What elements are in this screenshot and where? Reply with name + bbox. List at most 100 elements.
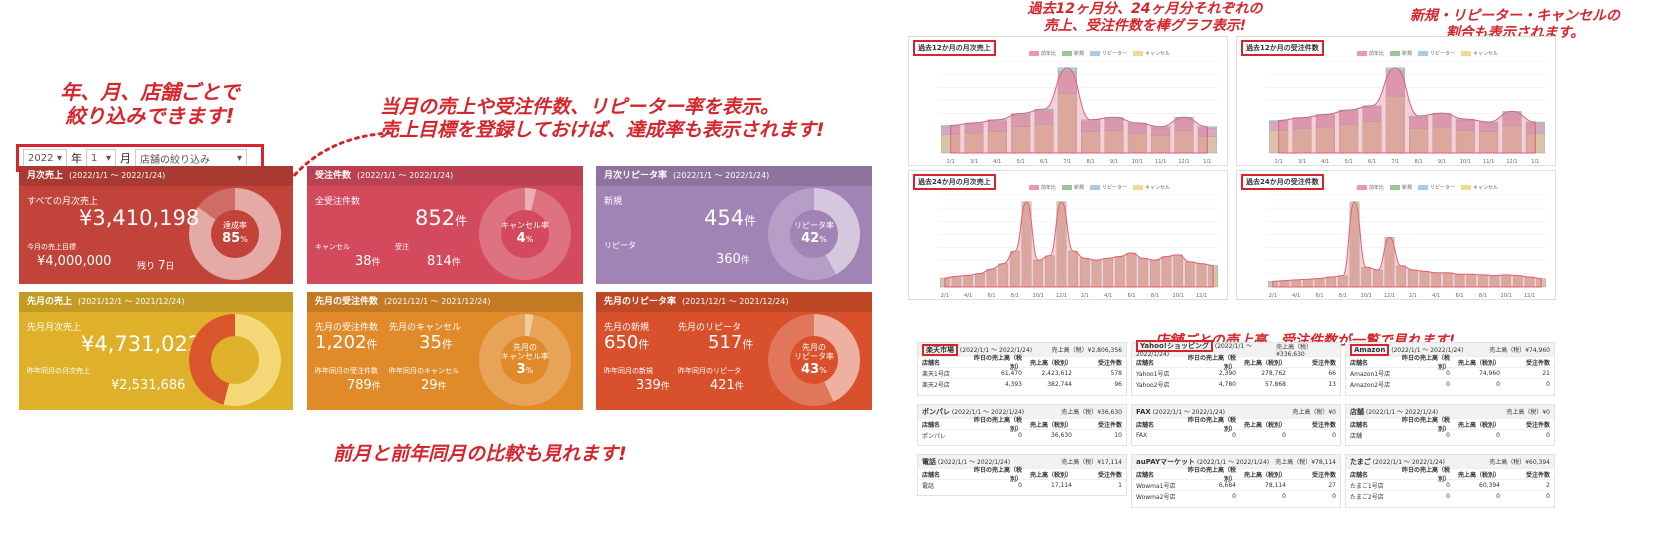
chart-legend: 前年比 新規 リピーター キャンセル <box>1357 50 1498 57</box>
table-row: 楽天1号店 61,470 2,423,612 578 <box>918 367 1126 378</box>
year-select[interactable]: 2022 ▾ <box>23 149 67 167</box>
chart-panel: 過去12か月の受注件数 前年比 新規 リピーター キャンセル 2/1 3/1 4/1 5/1 6/… <box>1236 36 1556 166</box>
legend-item: キャンセル <box>1133 50 1170 57</box>
column-header: 売上高（税別） <box>1243 421 1286 429</box>
table-cell: 0 <box>1018 481 1022 489</box>
store-period: (2022/1/1 〜 2022/1/24) <box>1372 458 1445 466</box>
column-header: 店舗名 <box>1350 471 1369 479</box>
table-cell: 2 <box>1546 481 1550 489</box>
table-header-row: 店舗名 昨日の売上高（税別） 売上高（税別） 受注件数 <box>1346 417 1554 433</box>
table-cell: FAX <box>1136 431 1148 439</box>
store-period: (2022/1/1 〜 2022/1/24) <box>959 346 1033 354</box>
legend-item: 前年比 <box>1357 50 1384 57</box>
x-tick-label: 4/1 <box>1292 293 1300 299</box>
x-tick-label: 12/1 <box>1056 293 1067 299</box>
table-cell: Wowma2号店 <box>1136 493 1176 501</box>
store-period: (2022/1/1 〜 2022/1/24) <box>1365 408 1439 416</box>
column-header: 昨日の売上高（税別） <box>1187 355 1236 371</box>
table-cell: 0 <box>1546 380 1550 388</box>
metric-value: 421件 <box>710 378 744 393</box>
metric-label: 先月のキャンセル <box>389 323 462 333</box>
store-name: たまご <box>1350 457 1371 466</box>
table-cell: 0 <box>1496 431 1500 439</box>
table-cell: 0 <box>1496 492 1500 500</box>
table-cell: 2,423,612 <box>1041 369 1072 377</box>
legend-item: 前年比 <box>1357 184 1384 191</box>
x-tick-label: 2/1 <box>947 159 955 165</box>
order-value: 814件 <box>427 254 461 269</box>
store-total: 売上高（税）¥74,960 <box>1489 347 1550 354</box>
store-name: auPAYマーケット <box>1136 457 1196 466</box>
store-name: 楽天市場 <box>922 343 958 356</box>
table-header-row: 店舗名 昨日の売上高（税別） 売上高（税別） 受注件数 <box>1346 355 1554 371</box>
x-tick-label: 6/1 <box>1127 293 1135 299</box>
table-cell: 0 <box>1446 492 1450 500</box>
metric-label: 昨年同月の新規 <box>604 367 653 375</box>
x-tick-label: 12/1 <box>1524 293 1535 299</box>
x-tick-label: 2/1 <box>1275 159 1283 165</box>
month-select[interactable]: 1 ▾ <box>86 149 116 167</box>
x-tick-label: 10/1 <box>1501 293 1512 299</box>
kpi-card: 受注件数 (2022/1/1 〜 2022/1/24) 全受注件数 852件 キャン… <box>307 166 583 284</box>
column-header: 売上高（税別） <box>1029 471 1072 479</box>
column-header: 昨日の売上高（税別） <box>1401 467 1450 483</box>
column-header: 昨日の売上高（税別） <box>973 417 1022 433</box>
table-cell: 578 <box>1110 369 1122 377</box>
metric-value: 35件 <box>419 332 453 353</box>
chevron-down-icon: ▾ <box>56 152 62 164</box>
store-total: 売上高（税）¥36,630 <box>1061 409 1122 416</box>
table-cell: 2,390 <box>1218 369 1236 377</box>
kpi-card: 月次リピータ率 (2022/1/1 〜 2022/1/24) 新規 454件 リピー… <box>596 166 872 284</box>
card-header: 月次売上 (2022/1/1 〜 2022/1/24) <box>19 166 293 186</box>
column-header: 店舗名 <box>1136 421 1155 429</box>
table-cell: 0 <box>1282 492 1286 500</box>
table-cell: 0 <box>1446 369 1450 377</box>
filter-note: 年、月、店舗ごとで 絞り込みできます! <box>60 80 240 128</box>
x-tick-label: 6/1 <box>1368 159 1376 165</box>
table-header-row: 店舗名 昨日の売上高（税別） 売上高（税別） 受注件数 <box>1132 417 1340 433</box>
x-tick-label: 9/1 <box>1110 159 1118 165</box>
store-period: (2022/1/1 〜 2022/1/24) <box>937 458 1011 466</box>
metric-value: ¥3,410,198 <box>79 206 200 230</box>
legend-item: 新規 <box>1390 50 1412 57</box>
trend-area <box>1278 67 1536 154</box>
metric-label: 昨年同月のキャンセル <box>389 367 459 375</box>
card-header: 受注件数 (2022/1/1 〜 2022/1/24) <box>307 166 583 186</box>
table-cell: 0 <box>1546 431 1550 439</box>
table-cell: Yahoo2号店 <box>1136 381 1170 389</box>
table-header-row: 店舗名 昨日の売上高（税別） 売上高（税別） 受注件数 <box>918 355 1126 371</box>
column-header: 売上高（税別） <box>1457 471 1500 479</box>
x-tick-label: 11/1 <box>1155 159 1166 165</box>
metric-label: 昨年同月のリピータ <box>678 367 741 375</box>
column-header: 受注件数 <box>1311 359 1336 367</box>
x-tick-label: 4/1 <box>1321 159 1329 165</box>
store-total: 売上高（税）¥17,114 <box>1061 459 1122 466</box>
lastyear-value: ¥2,531,686 <box>111 378 186 393</box>
new-value: 454件 <box>704 206 757 230</box>
table-header-row: 店舗名 昨日の売上高（税別） 売上高（税別） 受注件数 <box>1132 355 1340 371</box>
store-table: Yahoo!ショッピング (2022/1/1 〜 2022/1/24) 売上高（税… <box>1131 340 1341 396</box>
column-header: 昨日の売上高（税別） <box>1401 417 1450 433</box>
progress-donut: リピータ率 42% <box>768 188 860 280</box>
repeat-label: リピータ <box>604 241 636 250</box>
table-cell: 4,780 <box>1218 380 1236 388</box>
table-cell: 21 <box>1542 369 1550 377</box>
store-period: (2022/1/1 〜 2022/1/24) <box>1136 343 1253 358</box>
column-header: 受注件数 <box>1525 471 1550 479</box>
table-row: Amazon1号店 0 74,960 21 <box>1346 367 1554 378</box>
table-cell: 楽天1号店 <box>922 370 950 378</box>
table-row: Amazon2号店 0 0 0 <box>1346 378 1554 389</box>
metric-label: 先月の新規 <box>604 323 650 333</box>
metric-value: 517件 <box>708 332 754 353</box>
column-header: 受注件数 <box>1097 359 1122 367</box>
store-select[interactable]: 店舗の絞り込み ▾ <box>135 149 247 167</box>
donut-value: 3% <box>516 361 534 377</box>
metric-value: 29件 <box>421 378 447 393</box>
store-table: 店舗 (2022/1/1 〜 2022/1/24) 売上高（税）¥0 店舗名 昨日の売… <box>1345 404 1555 446</box>
charts-note: 過去12ヶ月分、24ヶ月分それぞれの 売上、受注件数を棒グラフ表示! <box>1027 1 1263 34</box>
kpi-card: 月次売上 (2022/1/1 〜 2022/1/24) すべての月次売上 ¥3,41… <box>19 166 293 284</box>
card-header: 月次リピータ率 (2022/1/1 〜 2022/1/24) <box>596 166 872 186</box>
store-total: 売上高（税）¥2,806,356 <box>1051 347 1122 354</box>
table-cell: Wowma1号店 <box>1136 482 1176 490</box>
table-cell: 4,393 <box>1004 380 1022 388</box>
